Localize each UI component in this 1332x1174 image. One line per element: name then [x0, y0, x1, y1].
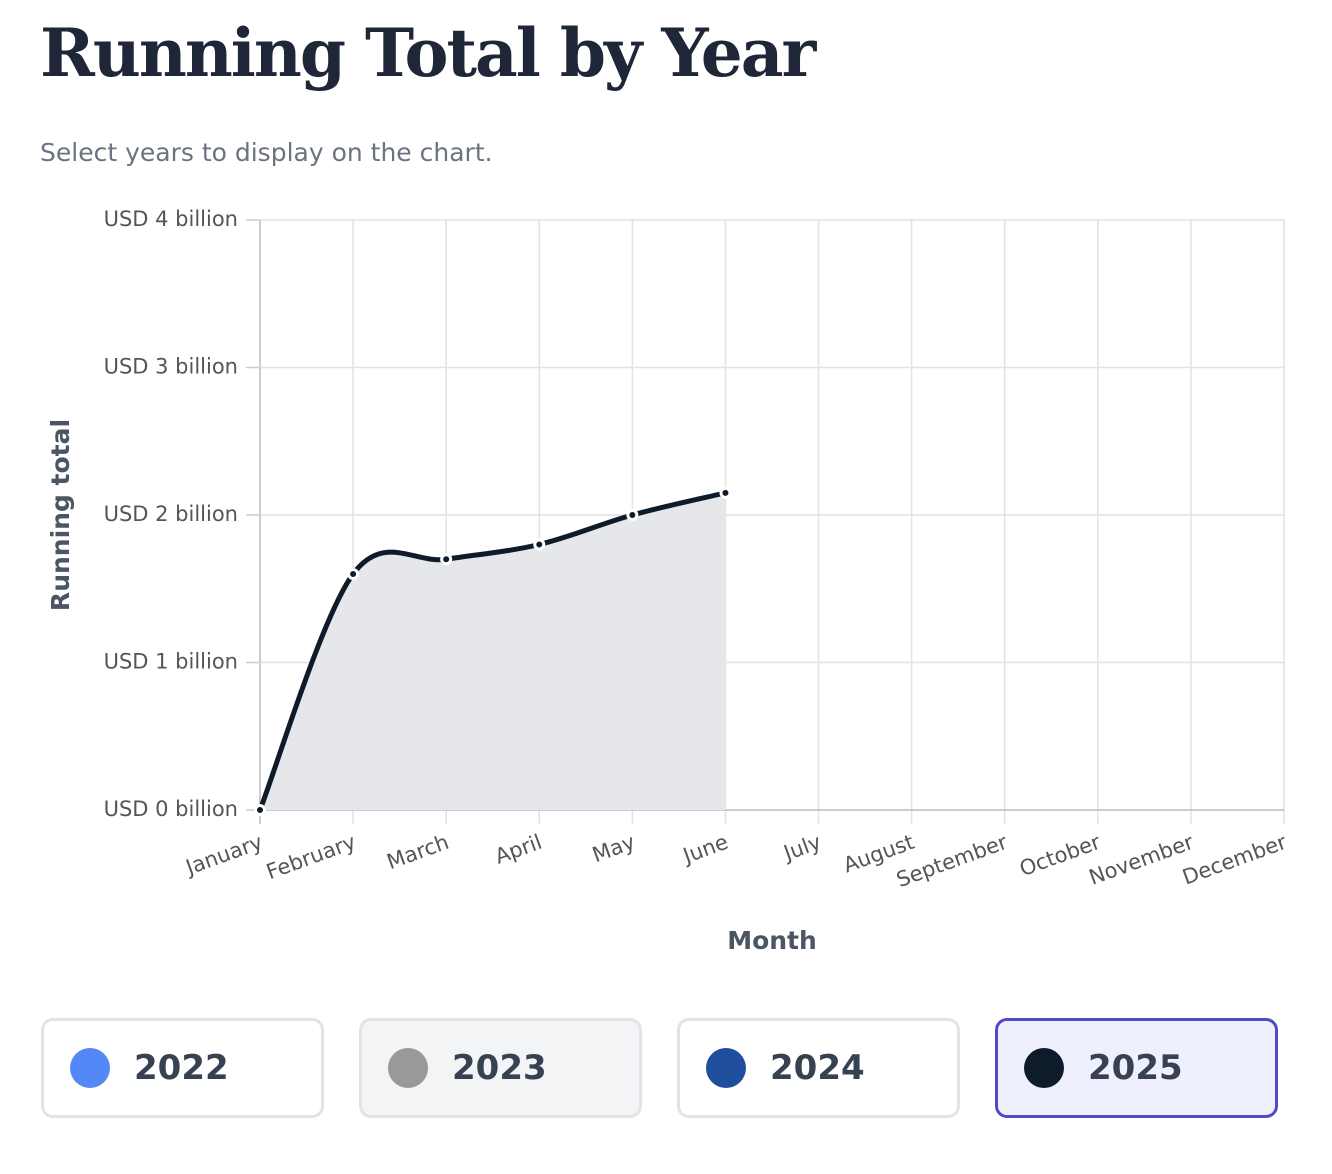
x-tick-label: June	[678, 830, 731, 869]
x-tick-label: December	[1179, 830, 1290, 890]
x-tick-label: May	[589, 830, 638, 867]
y-tick-label: USD 1 billion	[104, 650, 238, 674]
point	[254, 804, 266, 816]
x-tick-label: February	[263, 830, 359, 884]
subtitle: Select years to display on the chart.	[40, 138, 493, 167]
year-button[interactable]: 2024	[677, 1018, 960, 1118]
point	[626, 509, 639, 521]
point	[440, 553, 453, 566]
area	[260, 492, 726, 810]
x-tick-label: April	[492, 830, 545, 869]
year-buttons: 2022 2023 2024 2025	[41, 1018, 1278, 1118]
legend-label: 2025	[1088, 1048, 1183, 1088]
legend-label: 2024	[770, 1048, 865, 1088]
point	[347, 568, 360, 580]
legend-swatch	[706, 1048, 746, 1088]
legend-label: 2022	[134, 1048, 229, 1088]
y-tick-label: USD 4 billion	[104, 207, 238, 231]
x-tick-label: July	[779, 830, 825, 866]
legend-swatch	[1024, 1048, 1064, 1088]
title: Running Total by Year	[40, 14, 816, 92]
point	[533, 538, 546, 551]
x-tick-label: January	[181, 830, 266, 880]
x-tick-label: March	[384, 830, 452, 874]
year-button[interactable]: 2025	[995, 1018, 1278, 1118]
y-axis-title: Running total	[46, 419, 75, 611]
point	[719, 486, 732, 499]
year-button[interactable]: 2023	[359, 1018, 642, 1118]
year-button[interactable]: 2022	[41, 1018, 324, 1118]
y-tick-label: USD 2 billion	[104, 502, 238, 526]
x-tick-label: November	[1086, 830, 1197, 890]
legend-swatch	[70, 1048, 110, 1088]
legend-label: 2023	[452, 1048, 547, 1088]
x-axis-title: Month	[727, 926, 817, 955]
y-tick-label: USD 3 billion	[104, 355, 238, 379]
legend-swatch	[388, 1048, 428, 1088]
y-tick-label: USD 0 billion	[104, 797, 238, 821]
